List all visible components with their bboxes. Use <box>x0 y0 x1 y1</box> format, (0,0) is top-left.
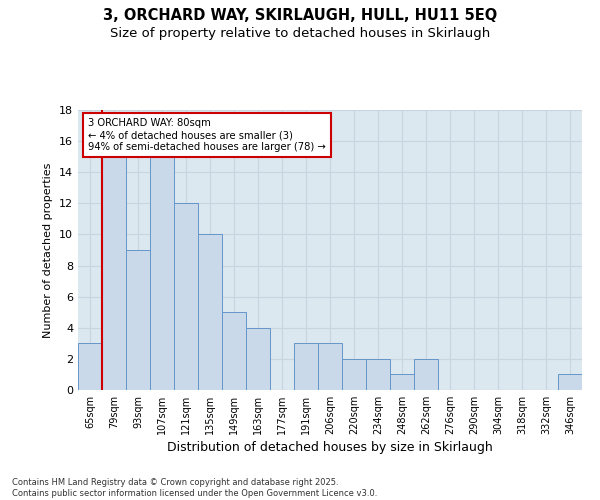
Bar <box>222 312 246 390</box>
Text: 3, ORCHARD WAY, SKIRLAUGH, HULL, HU11 5EQ: 3, ORCHARD WAY, SKIRLAUGH, HULL, HU11 5E… <box>103 8 497 22</box>
X-axis label: Distribution of detached houses by size in Skirlaugh: Distribution of detached houses by size … <box>167 441 493 454</box>
Bar <box>318 344 342 390</box>
Bar <box>342 359 366 390</box>
Bar <box>246 328 270 390</box>
Bar <box>366 359 390 390</box>
Bar <box>198 234 222 390</box>
Bar <box>126 250 150 390</box>
Bar <box>78 344 102 390</box>
Bar <box>294 344 318 390</box>
Y-axis label: Number of detached properties: Number of detached properties <box>43 162 53 338</box>
Bar <box>102 156 126 390</box>
Bar <box>150 156 174 390</box>
Bar <box>414 359 438 390</box>
Text: Size of property relative to detached houses in Skirlaugh: Size of property relative to detached ho… <box>110 28 490 40</box>
Bar <box>390 374 414 390</box>
Text: 3 ORCHARD WAY: 80sqm
← 4% of detached houses are smaller (3)
94% of semi-detache: 3 ORCHARD WAY: 80sqm ← 4% of detached ho… <box>88 118 326 152</box>
Bar <box>174 204 198 390</box>
Text: Contains HM Land Registry data © Crown copyright and database right 2025.
Contai: Contains HM Land Registry data © Crown c… <box>12 478 377 498</box>
Bar <box>558 374 582 390</box>
